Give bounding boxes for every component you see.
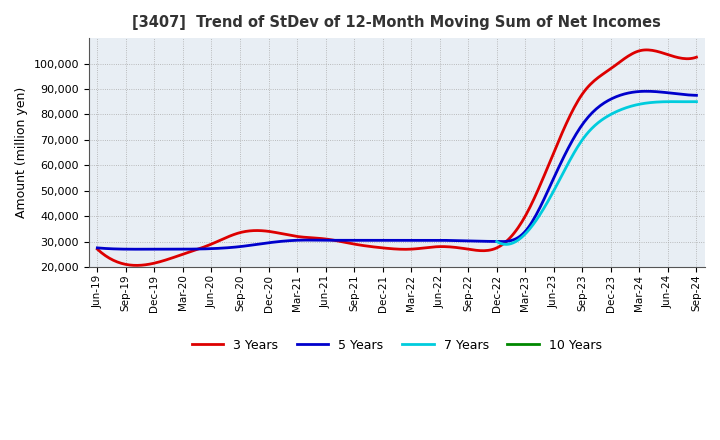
7 Years [669, 99, 678, 104]
7 Years [675, 99, 683, 104]
7 Years [616, 107, 624, 113]
7 Years [612, 109, 621, 114]
3 Years [450, 245, 459, 250]
5 Years [642, 88, 651, 94]
5 Years [131, 246, 140, 252]
5 Years [95, 246, 104, 251]
7 Years [492, 239, 501, 244]
3 Years [451, 245, 460, 250]
Y-axis label: Amount (million yen): Amount (million yen) [15, 87, 28, 218]
3 Years [95, 248, 104, 253]
5 Years [600, 100, 608, 106]
7 Years [493, 239, 502, 245]
3 Years [93, 246, 102, 252]
7 Years [662, 99, 670, 104]
Line: 5 Years: 5 Years [97, 91, 696, 249]
7 Years [692, 99, 701, 104]
Line: 3 Years: 3 Years [97, 50, 696, 265]
3 Years [638, 48, 647, 53]
7 Years [611, 110, 620, 115]
5 Years [93, 245, 102, 250]
5 Years [692, 93, 701, 98]
5 Years [450, 238, 459, 243]
3 Years [133, 263, 142, 268]
Legend: 3 Years, 5 Years, 7 Years, 10 Years: 3 Years, 5 Years, 7 Years, 10 Years [187, 334, 607, 357]
3 Years [692, 55, 701, 60]
5 Years [462, 238, 470, 244]
3 Years [642, 47, 651, 52]
Title: [3407]  Trend of StDev of 12-Month Moving Sum of Net Incomes: [3407] Trend of StDev of 12-Month Moving… [132, 15, 662, 30]
5 Years [451, 238, 460, 243]
7 Years [502, 242, 510, 247]
3 Years [600, 70, 608, 76]
Line: 7 Years: 7 Years [497, 102, 696, 244]
5 Years [638, 89, 647, 94]
3 Years [462, 246, 470, 251]
